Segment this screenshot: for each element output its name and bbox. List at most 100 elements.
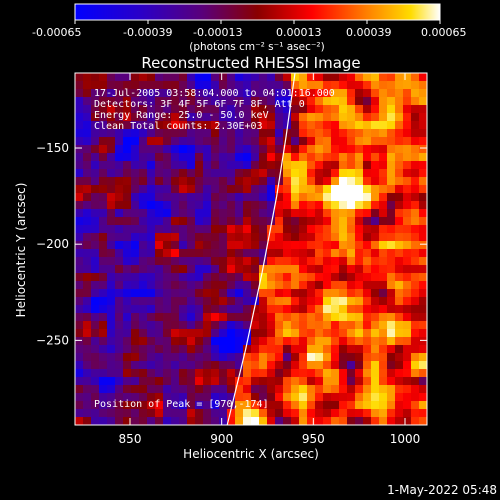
heatmap-cell xyxy=(323,169,332,178)
heatmap-cell xyxy=(219,177,228,186)
heatmap-cell xyxy=(155,177,164,186)
heatmap-cell xyxy=(203,145,212,154)
heatmap-cell xyxy=(75,321,84,330)
heatmap-cell xyxy=(115,177,124,186)
heatmap-cell xyxy=(347,185,356,194)
heatmap-cell xyxy=(243,161,252,170)
heatmap-cell xyxy=(163,129,172,138)
heatmap-cell xyxy=(123,241,132,250)
heatmap-cell xyxy=(363,233,372,242)
heatmap-cell xyxy=(379,313,388,322)
heatmap-cell xyxy=(123,81,132,90)
heatmap-cell xyxy=(307,105,316,114)
heatmap-cell xyxy=(235,105,244,114)
heatmap-cell xyxy=(99,209,108,218)
heatmap-cell xyxy=(115,353,124,362)
heatmap-cell xyxy=(299,81,308,90)
heatmap-cell xyxy=(339,185,348,194)
heatmap-cell xyxy=(267,345,276,354)
heatmap-cell xyxy=(211,161,220,170)
heatmap-cell xyxy=(179,257,188,266)
heatmap-cell xyxy=(307,361,316,370)
heatmap-cell xyxy=(347,177,356,186)
heatmap-cell xyxy=(355,393,364,402)
heatmap-cell xyxy=(107,177,116,186)
heatmap-cell xyxy=(83,177,92,186)
heatmap-cell xyxy=(323,345,332,354)
heatmap-cell xyxy=(163,289,172,298)
heatmap-cell xyxy=(315,121,324,130)
heatmap-cell xyxy=(139,361,148,370)
heatmap-cell xyxy=(259,169,268,178)
heatmap-cell xyxy=(403,233,412,242)
heatmap-cell xyxy=(91,249,100,258)
heatmap-cell xyxy=(419,113,427,122)
heatmap-cell xyxy=(299,385,308,394)
heatmap-cell xyxy=(75,281,84,290)
heatmap-cell xyxy=(355,241,364,250)
heatmap-cell xyxy=(339,321,348,330)
heatmap-cell xyxy=(355,257,364,266)
heatmap-cell xyxy=(83,329,92,338)
y-tick-label: −150 xyxy=(36,141,69,155)
heatmap-cell xyxy=(99,361,108,370)
heatmap-cell xyxy=(227,81,236,90)
heatmap-cell xyxy=(379,209,388,218)
heatmap-cell xyxy=(187,113,196,122)
heatmap-cell xyxy=(83,321,92,330)
heatmap-cell xyxy=(419,105,427,114)
heatmap-cell xyxy=(235,289,244,298)
heatmap-cell xyxy=(291,369,300,378)
heatmap-cell xyxy=(195,377,204,386)
heatmap-cell xyxy=(171,209,180,218)
heatmap-cell xyxy=(243,241,252,250)
heatmap-cell xyxy=(163,329,172,338)
heatmap-cell xyxy=(195,201,204,210)
heatmap-cell xyxy=(195,81,204,90)
heatmap-cell xyxy=(75,177,84,186)
heatmap-cell xyxy=(387,393,396,402)
heatmap-cell xyxy=(195,241,204,250)
heatmap-cell xyxy=(299,105,308,114)
heatmap-cell xyxy=(83,249,92,258)
heatmap-cell xyxy=(315,409,324,418)
heatmap-cell xyxy=(307,153,316,162)
heatmap-cell xyxy=(235,137,244,146)
heatmap-cell xyxy=(315,321,324,330)
heatmap-cell xyxy=(123,297,132,306)
heatmap-cell xyxy=(243,409,252,418)
heatmap-cell xyxy=(99,329,108,338)
heatmap-cell xyxy=(211,329,220,338)
heatmap-cell xyxy=(395,257,404,266)
heatmap-cell xyxy=(91,377,100,386)
heatmap-cell xyxy=(243,305,252,314)
heatmap-cell xyxy=(219,73,228,82)
heatmap-cell xyxy=(99,401,108,410)
heatmap-cell xyxy=(187,305,196,314)
heatmap-cell xyxy=(259,113,268,122)
heatmap-cell xyxy=(179,89,188,98)
heatmap-cell xyxy=(315,353,324,362)
heatmap-cell xyxy=(83,393,92,402)
heatmap-cell xyxy=(227,233,236,242)
heatmap-cell xyxy=(139,305,148,314)
heatmap-cell xyxy=(299,73,308,82)
heatmap-cell xyxy=(235,385,244,394)
heatmap-cell xyxy=(371,281,380,290)
heatmap-cell xyxy=(267,249,276,258)
heatmap-cell xyxy=(339,385,348,394)
heatmap-cell xyxy=(211,105,220,114)
heatmap-cell xyxy=(267,73,276,82)
heatmap-cell xyxy=(363,265,372,274)
heatmap-cell xyxy=(131,241,140,250)
heatmap-cell xyxy=(219,313,228,322)
heatmap-cell xyxy=(211,233,220,242)
heatmap-cell xyxy=(379,385,388,394)
heatmap-cell xyxy=(75,233,84,242)
heatmap-cell xyxy=(235,185,244,194)
heatmap-cell xyxy=(75,385,84,394)
heatmap-cell xyxy=(171,129,180,138)
heatmap-cell xyxy=(251,401,260,410)
heatmap-cell xyxy=(403,353,412,362)
heatmap-cell xyxy=(403,305,412,314)
